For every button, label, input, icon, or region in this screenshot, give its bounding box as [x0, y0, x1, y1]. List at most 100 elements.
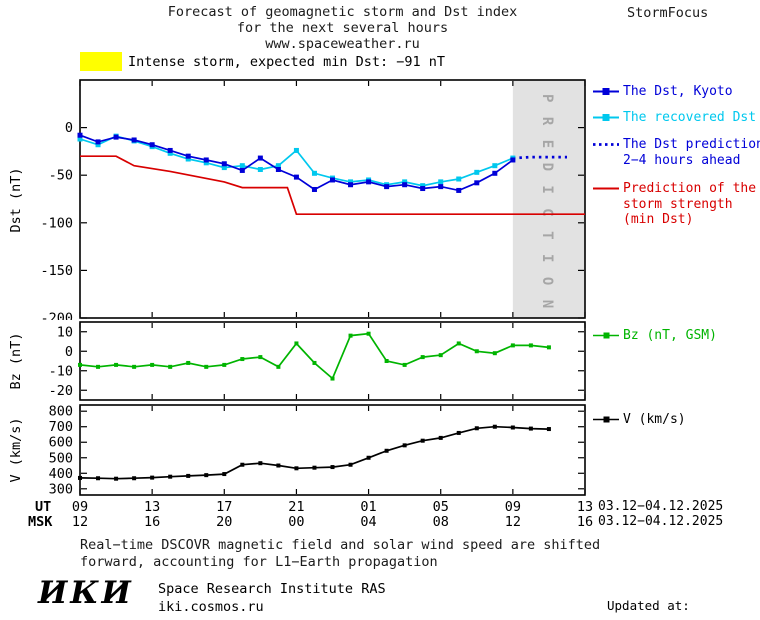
ytick-label: 800	[49, 404, 73, 420]
xtick-label: 05	[432, 499, 449, 515]
propagation-note-line1: Real−time DSCOVR magnetic field and sola…	[80, 537, 601, 553]
series-marker	[492, 424, 497, 429]
prediction-dotted-marker-icon	[593, 137, 623, 168]
series-marker	[276, 463, 281, 468]
series-marker	[402, 179, 408, 185]
series-marker	[330, 177, 335, 183]
series-marker	[438, 184, 444, 190]
bz-marker-icon	[593, 328, 623, 346]
legend-label-storm-l3: (min Dst)	[623, 212, 694, 227]
prediction-band	[512, 80, 585, 318]
ytick-label: 10	[57, 324, 73, 340]
series-marker	[96, 364, 101, 369]
site-url: www.spaceweather.ru	[265, 36, 420, 52]
series-line	[79, 134, 514, 192]
series-line	[79, 425, 549, 480]
ytick-label: -200	[40, 311, 73, 321]
series-marker	[474, 169, 480, 175]
series-marker	[222, 362, 227, 367]
xtick-label: 09	[71, 499, 89, 515]
legend-label-storm-l2: storm strength	[623, 196, 733, 212]
ytick-label: 600	[49, 435, 73, 451]
title-line1: Forecast of geomagnetic storm and Dst in…	[167, 4, 518, 20]
series-marker	[257, 166, 263, 172]
legend-label-v: V (km/s)	[623, 412, 686, 427]
ytick-label: 400	[49, 466, 73, 482]
series-marker	[510, 425, 515, 430]
ytick-label: 700	[49, 419, 73, 435]
ytick-label: -50	[49, 168, 73, 184]
series-marker	[113, 134, 119, 140]
series-marker	[312, 465, 317, 470]
series-marker	[203, 157, 209, 163]
series-marker	[168, 474, 173, 479]
v-marker-icon	[593, 412, 623, 430]
ytick-label: 0	[65, 120, 73, 136]
series-marker	[546, 345, 551, 350]
series-marker	[78, 475, 82, 480]
series-marker	[186, 473, 191, 478]
alert-text: Intense storm, expected min Dst: −91 nT	[128, 53, 445, 70]
series-marker	[222, 472, 227, 477]
series-marker	[293, 174, 299, 180]
title-line2: for the next several hours	[236, 20, 449, 36]
series-marker	[77, 136, 83, 142]
propagation-note: Real−time DSCOVR magnetic field and sola…	[80, 537, 600, 571]
series-marker	[456, 341, 461, 346]
series-marker	[258, 355, 263, 360]
series-marker	[330, 465, 335, 470]
series-marker	[330, 376, 335, 381]
xtick-label: 13	[144, 499, 161, 515]
legend-recovered: The recovered Dst	[593, 110, 756, 128]
series-marker	[438, 179, 444, 185]
series-marker	[294, 466, 299, 471]
series-marker	[167, 150, 173, 156]
xtick-label: 16	[144, 514, 161, 530]
series-marker	[456, 176, 462, 182]
series-marker	[204, 364, 209, 369]
series-marker	[420, 355, 425, 360]
series-marker	[96, 476, 101, 481]
series-marker	[384, 359, 389, 363]
series-marker	[95, 139, 101, 145]
series-marker	[77, 132, 83, 138]
series-marker	[366, 179, 372, 185]
xtick-label: 20	[216, 514, 233, 530]
ytick-label: 0	[65, 344, 73, 360]
series-marker	[204, 473, 209, 478]
series-marker	[168, 364, 173, 369]
series-marker	[348, 182, 354, 188]
series-marker	[474, 349, 479, 354]
series-marker	[474, 180, 480, 186]
ytick-label: -100	[40, 215, 73, 231]
series-marker	[239, 163, 245, 169]
legend-prediction: The Dst prediction 2−4 hours ahead	[593, 137, 760, 168]
series-marker	[185, 153, 191, 159]
series-marker	[95, 142, 101, 148]
series-marker	[348, 179, 354, 185]
series-marker	[474, 426, 479, 431]
series-marker	[167, 147, 173, 153]
ytick-label: -150	[40, 263, 73, 279]
series-line	[512, 155, 567, 160]
ut-date-range: 03.12−04.12.2025	[598, 499, 724, 514]
series-marker	[348, 333, 353, 338]
series-marker	[492, 170, 498, 176]
series-marker	[420, 438, 425, 443]
xtick-label: 01	[360, 499, 377, 515]
series-marker	[275, 163, 281, 169]
xtick-label: 16	[576, 514, 594, 530]
alert-swatch	[80, 52, 122, 71]
series-marker	[149, 142, 155, 148]
brand-stormfocus: StormFocus	[627, 5, 709, 21]
series-marker	[203, 160, 209, 166]
ytick-label: -20	[49, 383, 73, 399]
series-marker	[239, 167, 245, 173]
ut-row-label: UT	[35, 499, 52, 515]
msk-date-range: 03.12−04.12.2025	[598, 514, 724, 529]
institute-site: iki.cosmos.ru	[158, 599, 264, 615]
series-marker	[384, 184, 390, 190]
series-marker	[420, 186, 426, 192]
series-marker	[114, 476, 119, 481]
propagation-note-line2: forward, accounting for L1−Earth propaga…	[80, 554, 438, 570]
